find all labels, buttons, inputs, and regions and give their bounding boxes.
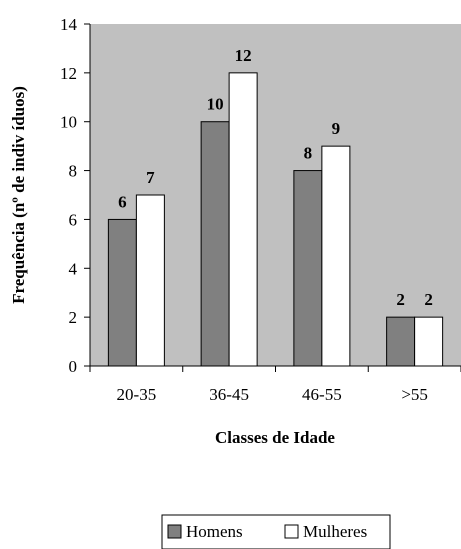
y-axis-title: Frequência (nº de indiv íduos) bbox=[9, 86, 28, 304]
data-labels-group: 67 10 12 89 2 2 bbox=[118, 46, 433, 309]
legend: Homens Mulheres bbox=[161, 514, 391, 549]
bar-mulheres bbox=[321, 145, 351, 367]
data-label: 8 bbox=[304, 144, 313, 163]
bars-group bbox=[107, 72, 444, 367]
bar-homens bbox=[107, 218, 137, 367]
bar-mulheres bbox=[228, 72, 258, 367]
x-tick-label: >55 bbox=[401, 385, 428, 404]
x-tick-label: 46-55 bbox=[302, 385, 342, 404]
x-axis-title: Classes de Idade bbox=[215, 428, 335, 447]
y-tick-label: 2 bbox=[69, 308, 78, 327]
data-label: 6 bbox=[118, 192, 127, 211]
data-label: 2 bbox=[424, 290, 433, 309]
data-label: 7 bbox=[146, 168, 155, 187]
bar-homens bbox=[293, 170, 323, 367]
y-tick-label: 12 bbox=[60, 64, 77, 83]
x-tick-label: 20-35 bbox=[117, 385, 157, 404]
data-label: 9 bbox=[332, 119, 341, 138]
y-tick-label: 0 bbox=[69, 357, 78, 376]
x-axis: 20-35 36-45 46-55 >55 bbox=[89, 365, 461, 404]
y-tick-label: 14 bbox=[60, 15, 78, 34]
y-tick-label: 6 bbox=[69, 210, 78, 229]
legend-label-mulheres: Mulheres bbox=[303, 522, 367, 541]
bar-mulheres bbox=[135, 194, 165, 367]
legend-label-homens: Homens bbox=[186, 522, 243, 541]
legend-box bbox=[161, 514, 391, 549]
bar-homens bbox=[200, 121, 230, 367]
data-label: 10 bbox=[207, 95, 224, 114]
bar-mulheres bbox=[414, 316, 444, 367]
x-tick-label: 36-45 bbox=[209, 385, 249, 404]
data-label: 12 bbox=[235, 46, 252, 65]
y-tick-label: 10 bbox=[60, 113, 77, 132]
y-axis: 0 2 4 6 8 10 12 14 bbox=[60, 15, 91, 376]
legend-swatch-homens bbox=[167, 524, 182, 539]
legend-swatch-mulheres bbox=[284, 524, 299, 539]
data-label: 2 bbox=[396, 290, 405, 309]
y-tick-label: 8 bbox=[69, 162, 78, 181]
y-tick-label: 4 bbox=[69, 259, 78, 278]
bar-homens bbox=[386, 316, 416, 367]
